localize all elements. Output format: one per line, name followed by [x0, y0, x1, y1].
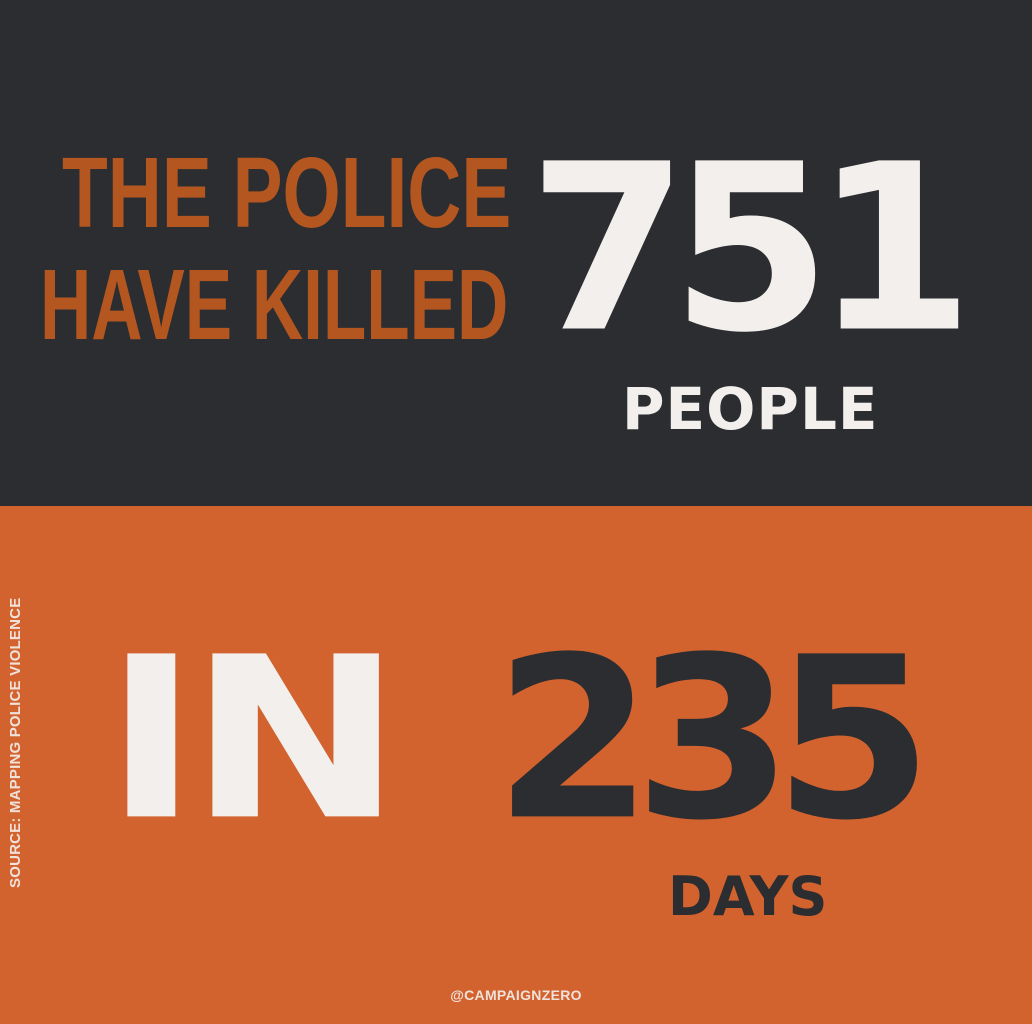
headline-line-1: THE POLICE	[62, 137, 512, 250]
killed-unit-label: PEOPLE	[622, 375, 879, 443]
in-word: IN	[104, 609, 402, 870]
source-note: SOURCE: MAPPING POLICE VIOLENCE	[7, 597, 24, 888]
days-unit-label: DAYS	[668, 865, 828, 928]
social-handle: @CAMPAIGNZERO	[450, 987, 582, 1003]
killed-count: 751	[528, 114, 974, 384]
top-panel	[0, 0, 1032, 506]
days-count: 235	[494, 609, 933, 870]
headline-line-2: HAVE KILLED	[40, 249, 509, 362]
bottom-panel	[0, 506, 1032, 1024]
